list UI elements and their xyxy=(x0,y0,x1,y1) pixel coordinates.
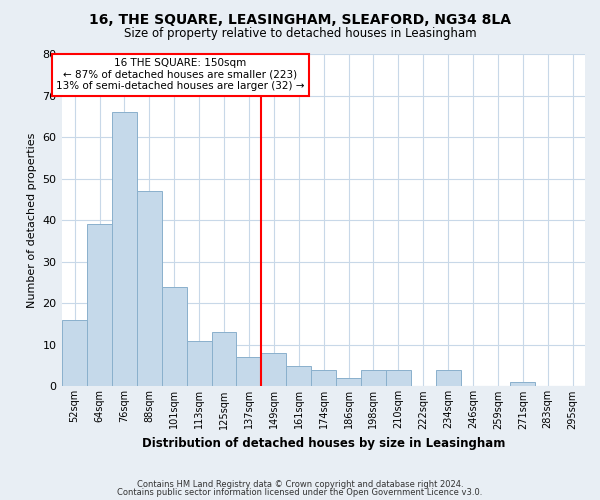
Bar xyxy=(511,382,535,386)
Bar xyxy=(386,370,411,386)
Bar xyxy=(62,320,87,386)
Bar xyxy=(336,378,361,386)
X-axis label: Distribution of detached houses by size in Leasingham: Distribution of detached houses by size … xyxy=(142,437,505,450)
Bar xyxy=(87,224,112,386)
Bar xyxy=(137,191,162,386)
Bar xyxy=(236,358,262,386)
Text: 16 THE SQUARE: 150sqm
← 87% of detached houses are smaller (223)
13% of semi-det: 16 THE SQUARE: 150sqm ← 87% of detached … xyxy=(56,58,305,92)
Bar xyxy=(112,112,137,386)
Text: 16, THE SQUARE, LEASINGHAM, SLEAFORD, NG34 8LA: 16, THE SQUARE, LEASINGHAM, SLEAFORD, NG… xyxy=(89,12,511,26)
Bar xyxy=(286,366,311,386)
Bar xyxy=(361,370,386,386)
Bar xyxy=(162,286,187,386)
Bar xyxy=(262,353,286,386)
Bar xyxy=(436,370,461,386)
Text: Contains public sector information licensed under the Open Government Licence v3: Contains public sector information licen… xyxy=(118,488,482,497)
Bar xyxy=(311,370,336,386)
Bar xyxy=(187,340,212,386)
Y-axis label: Number of detached properties: Number of detached properties xyxy=(27,132,37,308)
Bar xyxy=(212,332,236,386)
Text: Contains HM Land Registry data © Crown copyright and database right 2024.: Contains HM Land Registry data © Crown c… xyxy=(137,480,463,489)
Text: Size of property relative to detached houses in Leasingham: Size of property relative to detached ho… xyxy=(124,28,476,40)
